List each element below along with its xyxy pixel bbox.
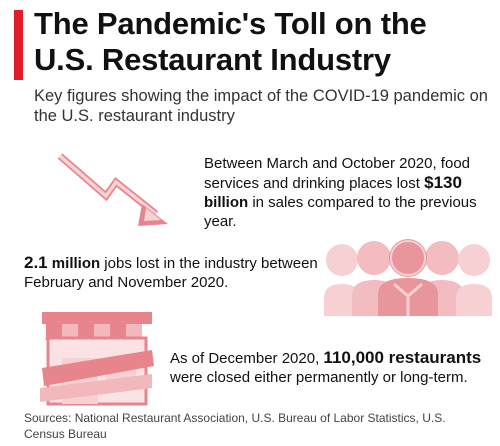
- page-subtitle: Key figures showing the impact of the CO…: [34, 87, 488, 125]
- stat-sales-loss: Between March and October 2020, food ser…: [204, 154, 494, 231]
- stat-jobs-lost-post: jobs lost in the industry between Februa…: [24, 255, 318, 291]
- stat-restaurants-closed: As of December 2020, 110,000 restaurants…: [170, 348, 495, 387]
- title-accent-bar: [14, 10, 23, 80]
- people-group-icon: [324, 239, 492, 316]
- stat-sales-loss-unit: billion: [204, 194, 249, 211]
- stat-jobs-lost: 2.1 million jobs lost in the industry be…: [24, 253, 324, 292]
- stat-jobs-lost-unit: million: [47, 255, 101, 272]
- stat-jobs-lost-value: 2.1: [24, 253, 48, 272]
- stat-restaurants-closed-pre: As of December 2020,: [170, 350, 324, 367]
- stat-restaurants-closed-unit: restaurants: [383, 348, 482, 367]
- stat-sales-loss-value: $130: [424, 173, 462, 192]
- sources-note: Sources: National Restaurant Association…: [24, 411, 446, 441]
- stat-restaurants-closed-post: were closed either permanently or long-t…: [170, 369, 468, 386]
- stat-sales-loss-pre: Between March and October 2020, food ser…: [204, 155, 471, 192]
- downward-trend-arrow-icon: [57, 153, 168, 226]
- closed-storefront-icon: [40, 312, 154, 406]
- stat-sales-loss-post: in sales compared to the previous year.: [204, 194, 477, 230]
- stat-restaurants-closed-value: 110,000: [323, 348, 384, 367]
- page-title: The Pandemic's Toll on the U.S. Restaura…: [34, 6, 427, 77]
